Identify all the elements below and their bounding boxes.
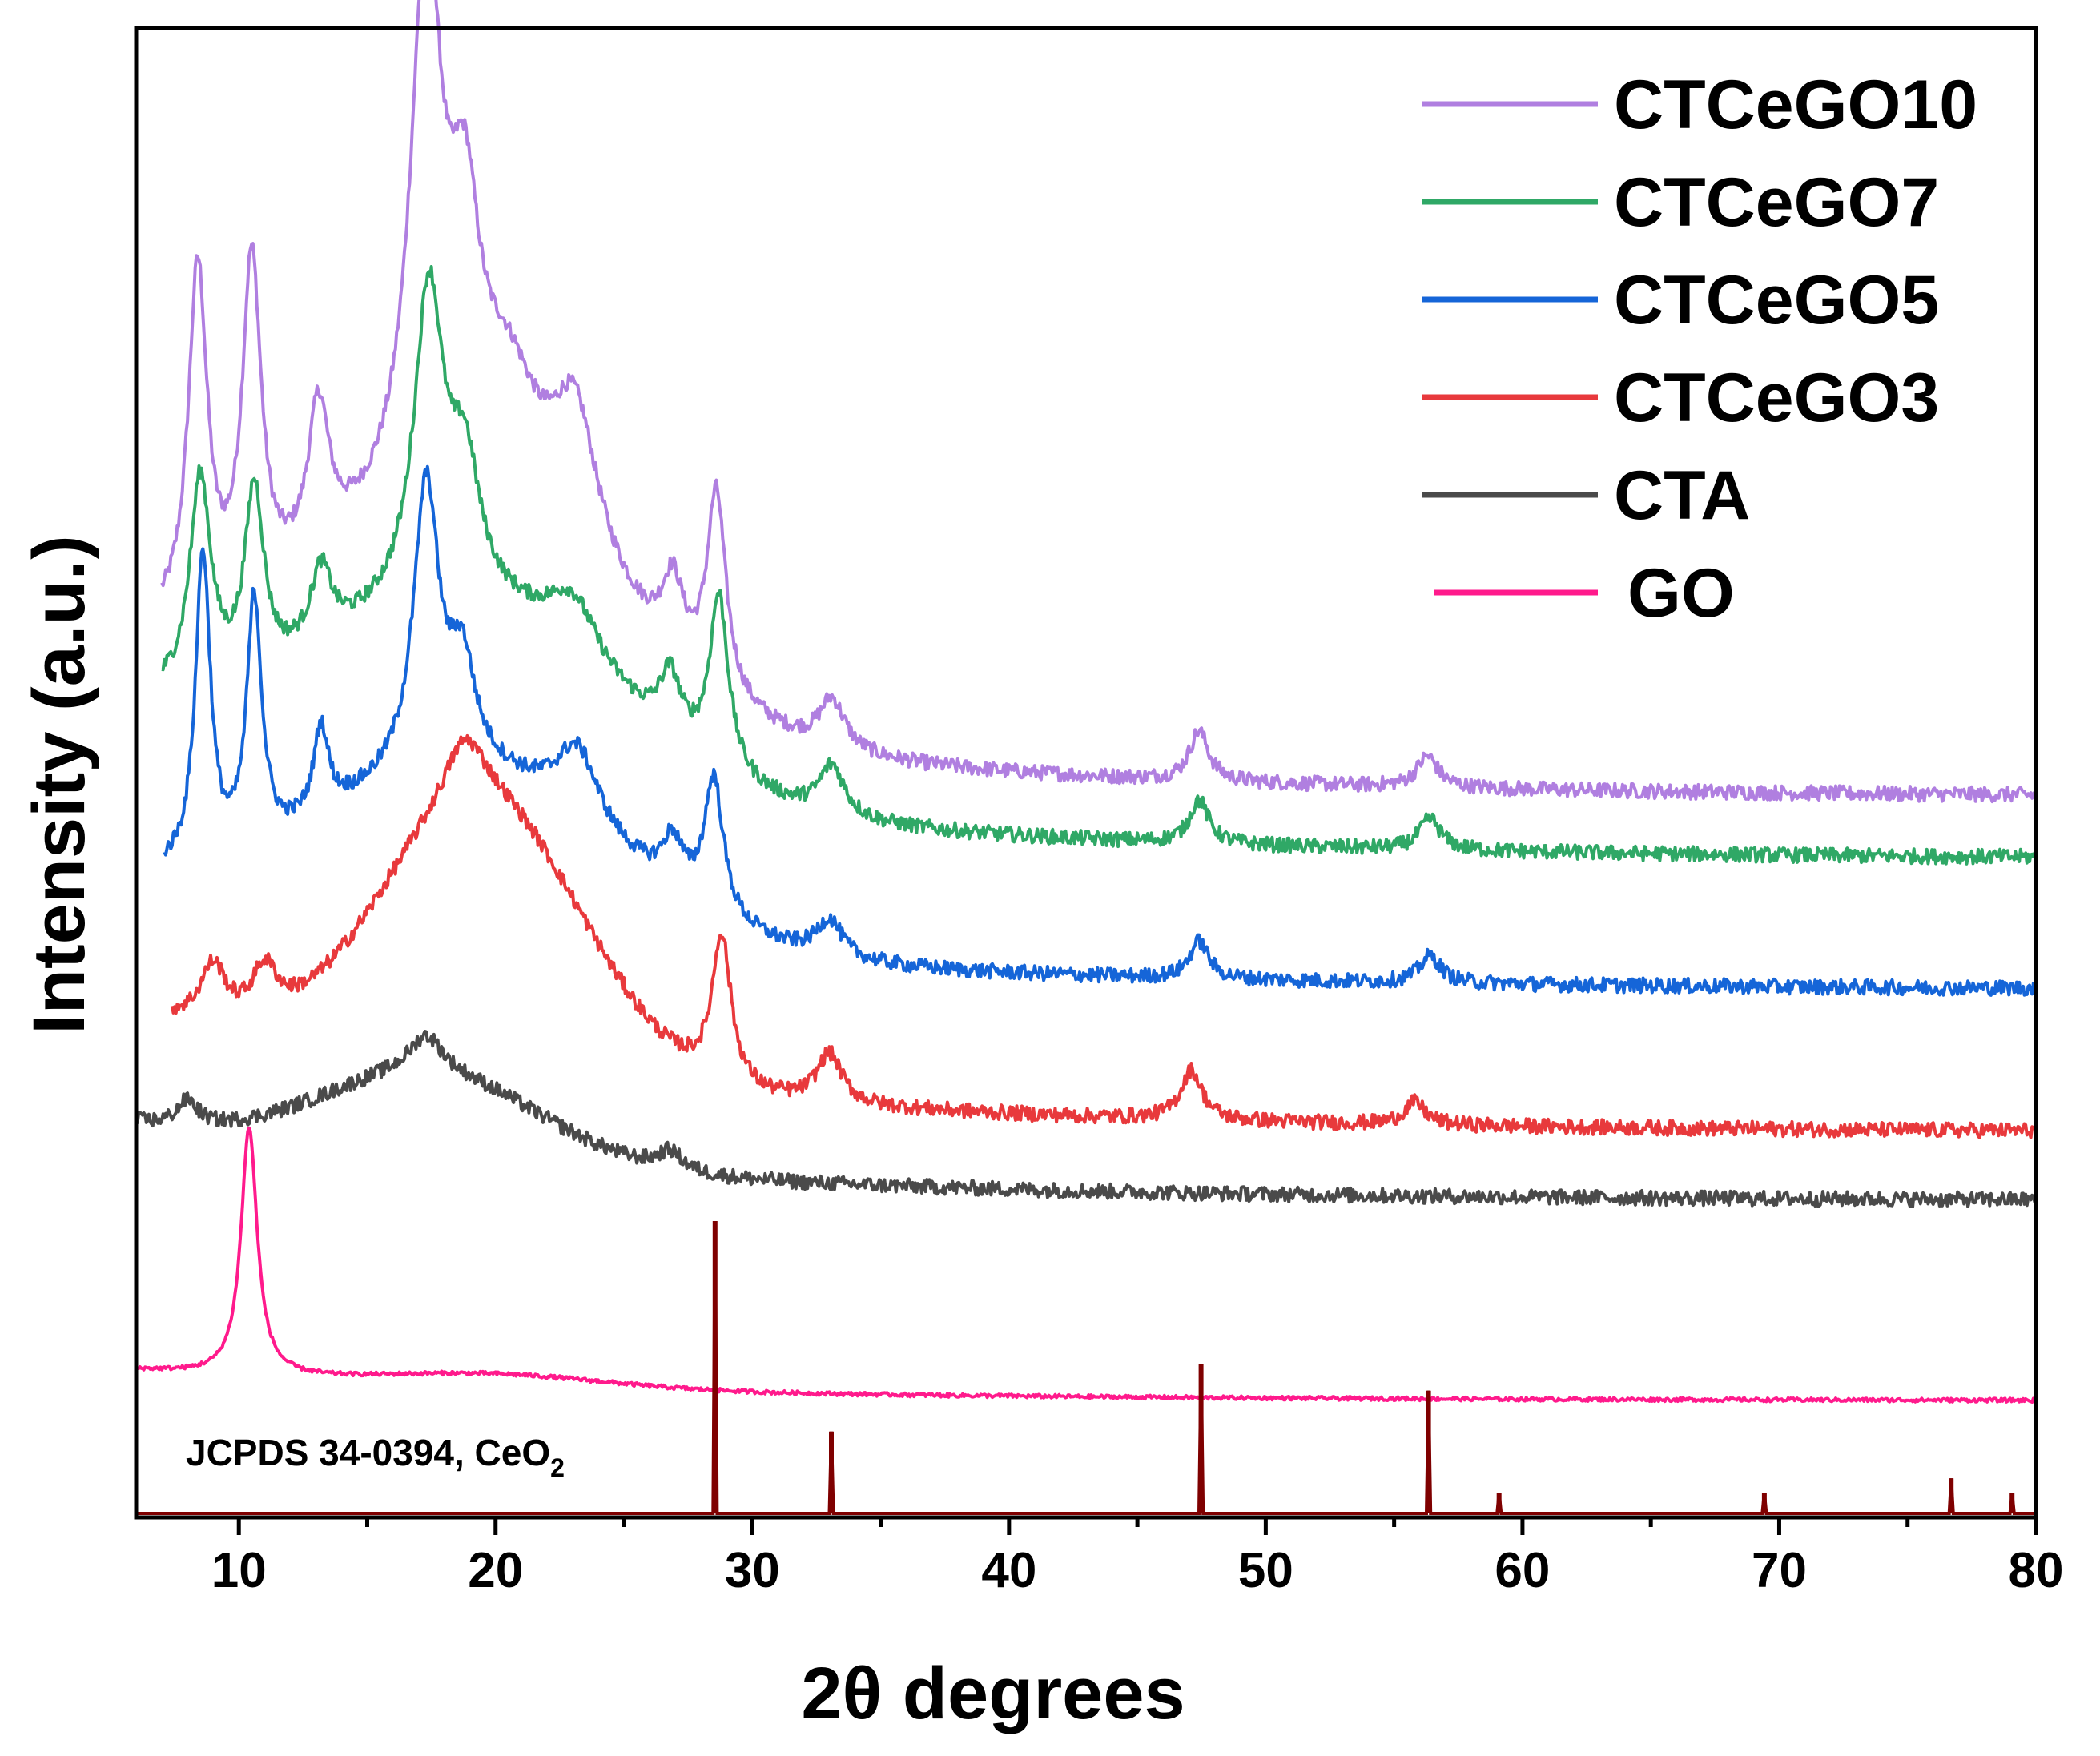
series-line-ctcego3 [170,733,2038,1139]
x-tick-label: 80 [2009,1543,2064,1598]
reference-label-main: JCPDS 34-0394, CeO [186,1432,550,1473]
reference-label: JCPDS 34-0394, CeO2 [186,1432,565,1482]
series-line-ctcego10 [160,0,2038,804]
legend-label-ctcego3: CTCeGO3 [1614,360,1939,436]
reference-label-subscript: 2 [550,1453,565,1482]
series-line-cta [135,1030,2038,1208]
x-tick-label: 60 [1495,1543,1550,1598]
legend-label-ctcego10: CTCeGO10 [1614,66,1977,143]
x-tick-label: 50 [1238,1543,1293,1598]
series-layer [135,0,2038,1404]
x-tick-label: 30 [725,1543,780,1598]
x-tick-label: 40 [981,1543,1036,1598]
x-axis: 10 20 30 40 50 60 70 80 [211,1517,2064,1598]
legend: CTCeGO10 CTCeGO7 CTCeGO5 CTCeGO3 CTA GO [1422,66,1977,632]
x-axis-label: 2θ degrees [801,1653,1185,1734]
y-axis-label: Intensity (a.u.) [18,535,100,1035]
series-line-go [135,1126,2037,1404]
legend-label-ctcego7: CTCeGO7 [1614,164,1939,241]
plot-frame [134,26,2038,1520]
legend-label-cta: CTA [1614,457,1750,534]
series-line-ctcego7 [161,265,2038,866]
legend-label-ctcego5: CTCeGO5 [1614,262,1939,339]
x-tick-label: 70 [1752,1543,1807,1598]
reference-pattern [136,1220,2036,1515]
x-tick-label: 20 [468,1543,523,1598]
x-tick-label: 10 [211,1543,267,1598]
series-line-ctcego5 [163,464,2038,997]
legend-label-go: GO [1627,555,1735,632]
